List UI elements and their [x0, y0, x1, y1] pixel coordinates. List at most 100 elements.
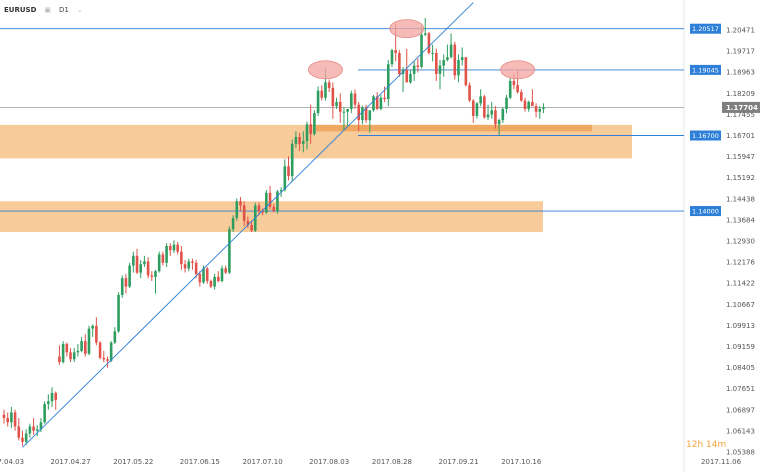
- candle-2017.06.07: [176, 241, 179, 255]
- x-tick-label: 2017.09.21: [438, 458, 478, 466]
- candle-2017.07.25: [301, 131, 305, 153]
- candle-2017.09.06: [416, 58, 420, 73]
- candle-2017.08.28: [390, 48, 394, 67]
- candle-2017.05.09: [98, 341, 102, 360]
- candle-body: [483, 96, 486, 118]
- candle-body: [50, 392, 54, 402]
- candle-body: [390, 50, 394, 65]
- candle-body: [394, 50, 397, 53]
- y-axis: 1.20471 1.19717 1.18963 1.18209 1.17455 1.167…: [722, 27, 760, 457]
- candle-body: [372, 96, 375, 111]
- candle-2017.08.07: [335, 97, 338, 109]
- candle-body: [453, 44, 457, 76]
- candle-2017.05.31: [157, 251, 161, 273]
- candle-body: [457, 59, 460, 76]
- symbol-selector[interactable]: EURUSD: [4, 6, 37, 14]
- candle-2017.07.18: [283, 159, 287, 192]
- zone-overlap-band: [316, 124, 592, 132]
- candle-body: [531, 101, 534, 107]
- candle-body: [542, 107, 545, 109]
- y-tick-label: 1.18209: [726, 90, 755, 98]
- candle-body: [290, 143, 294, 177]
- candle-2017.05.24: [139, 260, 143, 279]
- chevron-down-icon[interactable]: ⌄: [76, 6, 83, 14]
- candle-body: [279, 190, 283, 192]
- candle-body: [128, 265, 131, 287]
- timeframe-selector[interactable]: D1: [59, 6, 69, 14]
- candle-body: [494, 110, 497, 125]
- candle-2017.06.13: [191, 258, 194, 270]
- y-tick-label: 1.07651: [726, 385, 755, 393]
- candle-2017.07.14: [276, 190, 279, 214]
- candle-body: [69, 352, 72, 360]
- candle-2017.06.09: [183, 260, 187, 273]
- candle-body: [161, 254, 165, 263]
- candle-2017.08.16: [361, 106, 364, 125]
- candle-body: [183, 264, 187, 269]
- hollow-candles-icon[interactable]: ▣: [44, 6, 52, 14]
- candle-body: [132, 255, 135, 266]
- candle-2017.08.25: [386, 59, 390, 107]
- candle-body: [316, 90, 320, 114]
- candle-body: [486, 114, 490, 118]
- candle-body: [28, 426, 32, 434]
- candle-body: [150, 275, 154, 277]
- candle-body: [139, 264, 143, 273]
- current-price-label: 1.17704: [726, 104, 758, 112]
- candle-body: [342, 111, 346, 113]
- candle-2017.07.11: [265, 190, 268, 214]
- candle-2017.05.04: [87, 325, 91, 356]
- candle-body: [353, 93, 357, 105]
- candle-body: [261, 211, 264, 213]
- y-tick-label: 1.16701: [726, 132, 755, 140]
- candle-2017.04.18: [43, 401, 46, 424]
- candle-2017.04.05: [10, 406, 13, 428]
- candle-body: [113, 331, 117, 343]
- candle-body: [357, 104, 361, 121]
- candle-body: [35, 429, 39, 431]
- candle-2017.08.01: [320, 85, 324, 101]
- candle-2017.05.15: [113, 327, 117, 344]
- candle-body: [435, 52, 438, 74]
- level-price-label: 1.19045: [692, 66, 719, 74]
- candle-body: [420, 34, 423, 67]
- candle-2017.05.25: [143, 255, 146, 268]
- level-price-tag: [690, 64, 721, 75]
- candle-2017.04.19: [47, 394, 50, 410]
- candle-body: [361, 107, 364, 121]
- x-tick-label: 2017.05.22: [113, 458, 153, 466]
- candle-2017.06.14: [194, 260, 198, 279]
- candle-body: [327, 82, 331, 88]
- candle-2017.06.20: [209, 279, 213, 288]
- candle-2017.05.11: [106, 356, 109, 368]
- candle-2017.07.12: [268, 185, 272, 210]
- candle-2017.07.31: [316, 86, 320, 116]
- candle-body: [39, 422, 43, 430]
- y-tick-label: 1.18963: [726, 69, 755, 77]
- horizontal-levels: [0, 28, 684, 212]
- candle-body: [294, 136, 298, 144]
- candle-2017.08.30: [398, 50, 401, 77]
- candle-body: [32, 426, 35, 431]
- level-price-tag: [690, 130, 721, 141]
- candle-body: [91, 325, 94, 329]
- y-tick-label: 1.20471: [726, 27, 755, 35]
- chart-toolbar: EURUSD ▣ D1 ⌄: [4, 6, 83, 14]
- candle-body: [449, 44, 453, 58]
- candle-body: [464, 57, 468, 86]
- candle-body: [76, 350, 80, 353]
- candle-body: [143, 261, 146, 265]
- candle-body: [497, 120, 501, 125]
- candle-body: [187, 261, 191, 269]
- candle-2017.06.29: [235, 198, 239, 221]
- candle-body: [427, 33, 431, 53]
- candle-2017.08.23: [379, 94, 383, 111]
- y-tick-label: 1.15947: [726, 153, 755, 161]
- candle-body: [224, 268, 227, 273]
- candle-body: [109, 342, 113, 361]
- candle-2017.09.11: [427, 31, 431, 55]
- y-tick-label: 1.11422: [726, 280, 755, 288]
- level-price-label: 1.16700: [692, 132, 719, 140]
- candle-body: [65, 343, 69, 353]
